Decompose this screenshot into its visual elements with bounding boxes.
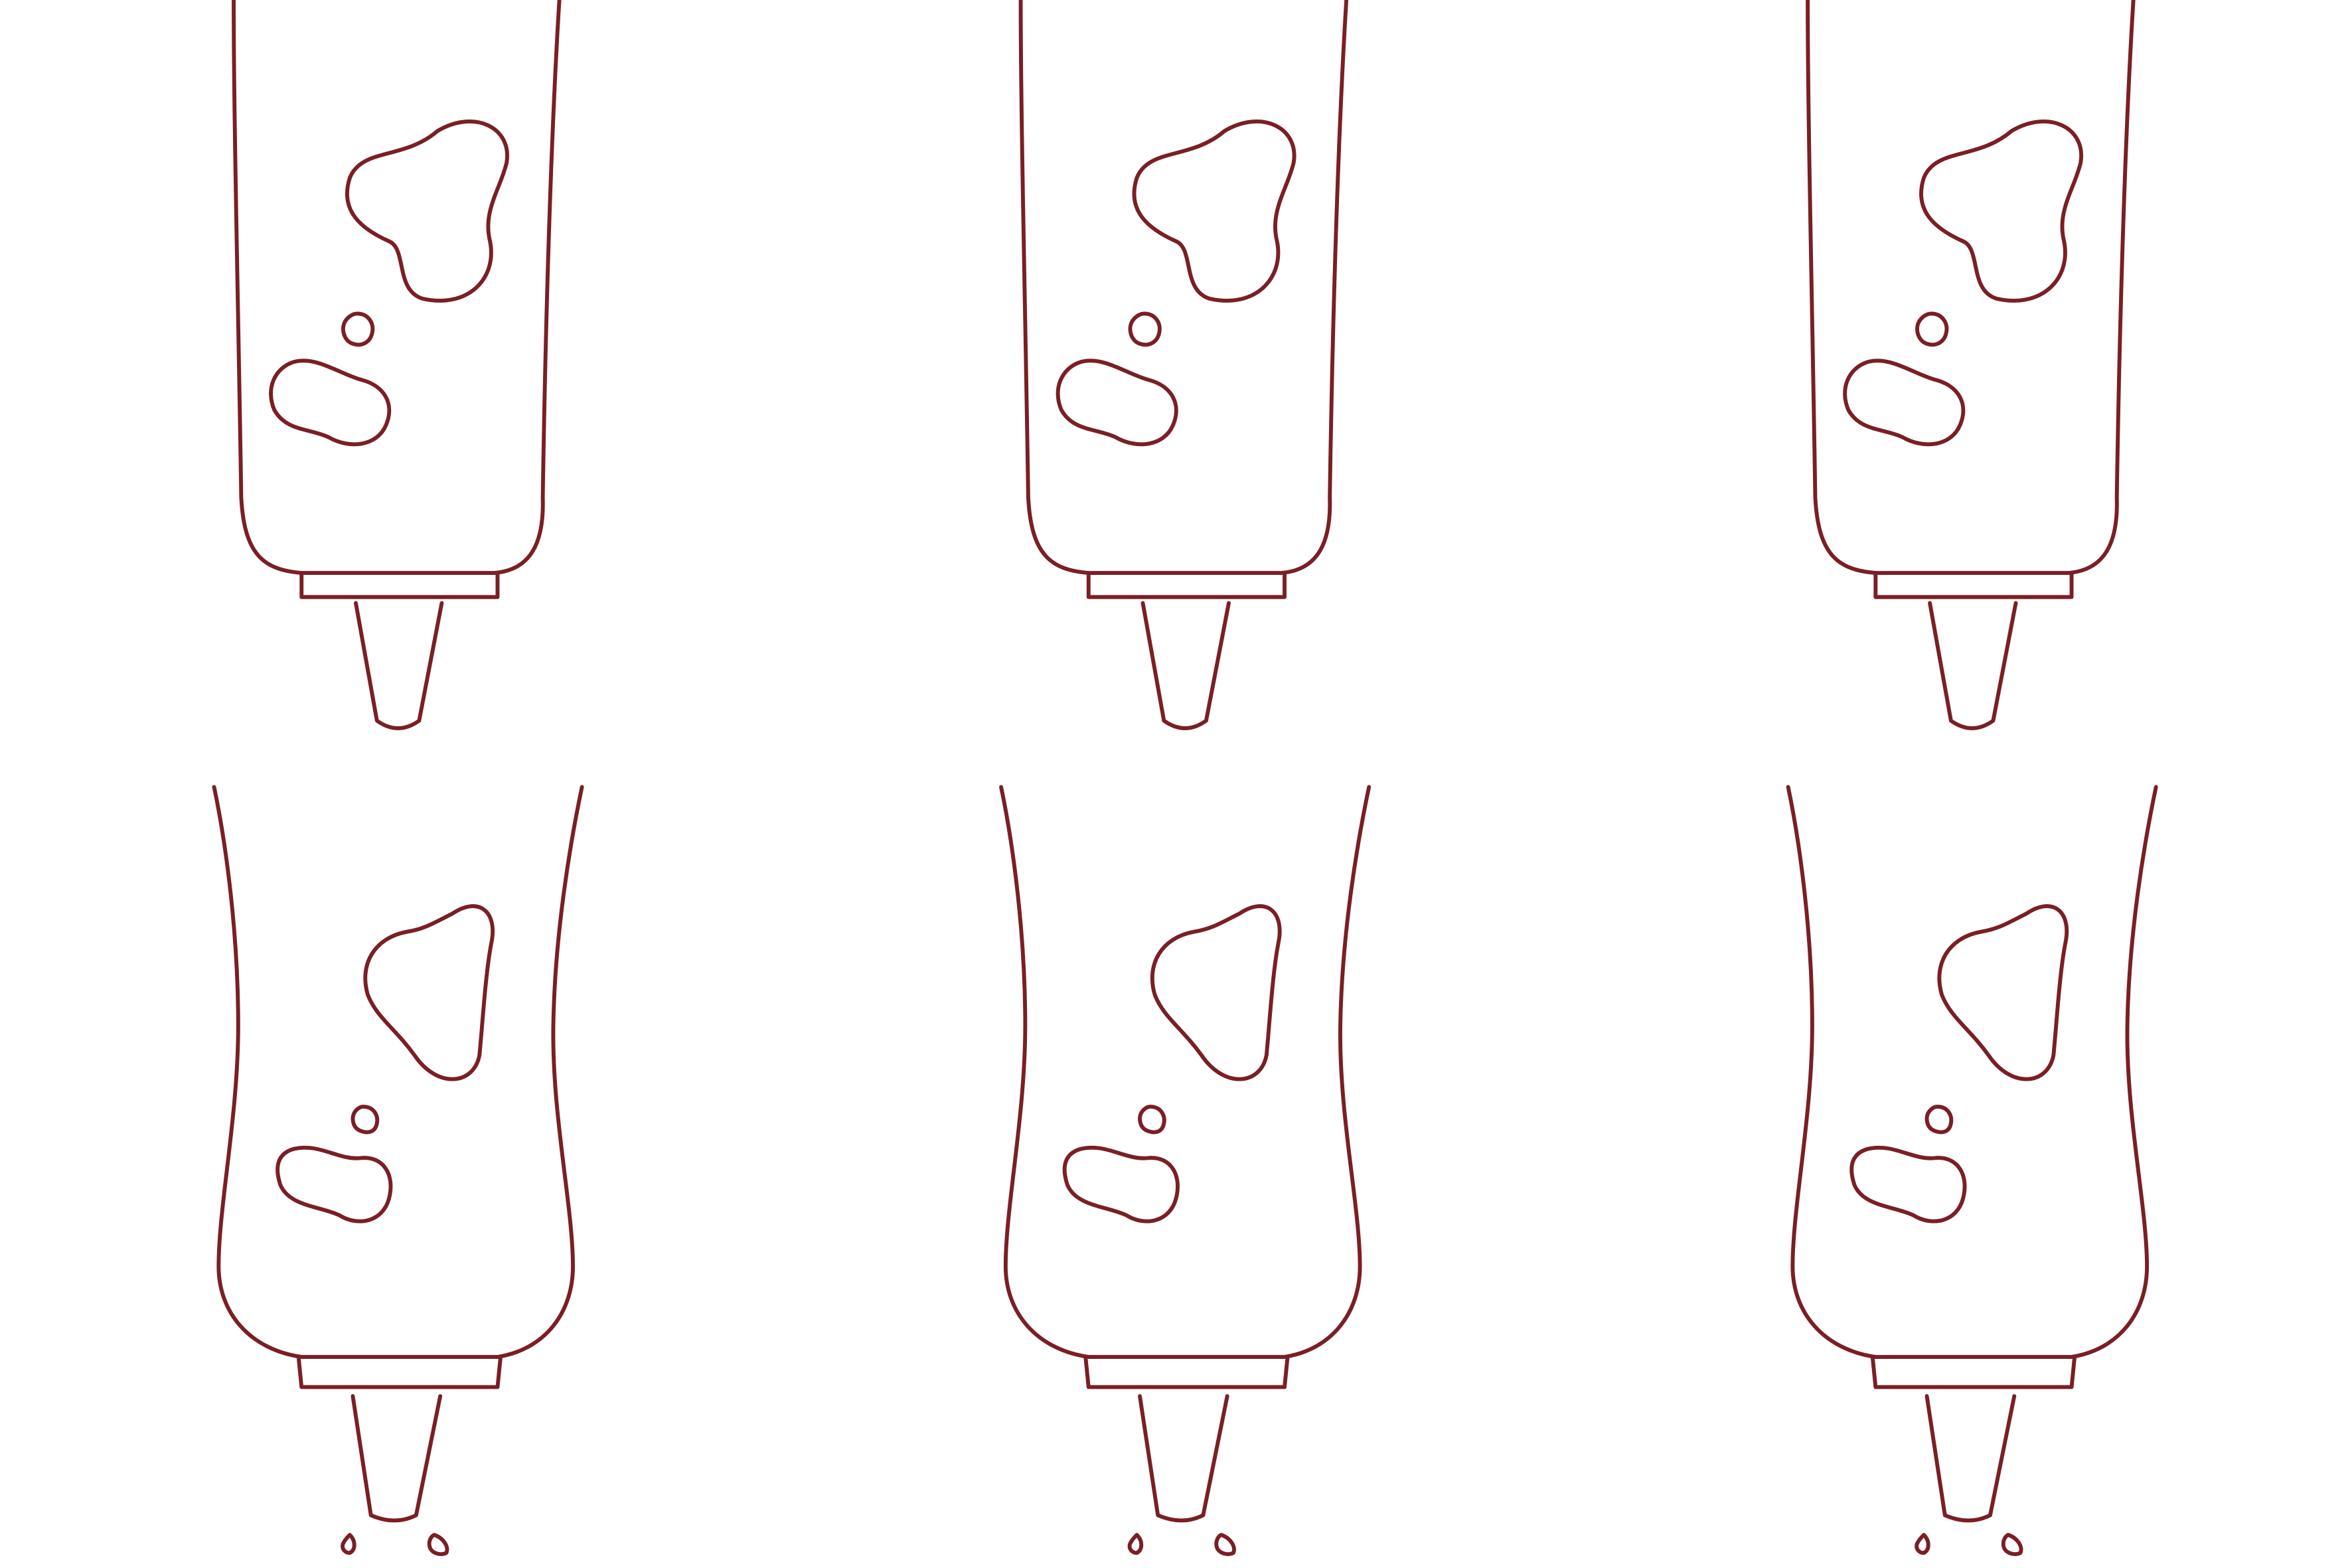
- medium-spot-outline: [1843, 358, 1966, 447]
- frame-row1-col3: [1806, 0, 2136, 730]
- large-spot-outline: [1132, 119, 1296, 303]
- large-spot-outline: [363, 904, 495, 1081]
- bottle-cap-outline: [1873, 571, 2074, 599]
- small-spot-outline: [1915, 311, 1949, 347]
- small-spot-outline: [1128, 311, 1162, 347]
- bottle-nozzle-outline: [351, 1394, 443, 1523]
- frame-row2-col3: [1786, 785, 2158, 1557]
- bottle-nozzle-outline: [1140, 601, 1231, 730]
- frame-row2-col2: [999, 785, 1372, 1557]
- drop-left: [1127, 1533, 1144, 1555]
- bottle-nozzle-outline: [1928, 601, 2018, 730]
- medium-spot-outline: [1056, 358, 1178, 447]
- bottle-nozzle-outline: [1138, 1394, 1229, 1523]
- drop-left: [1915, 1533, 1930, 1555]
- small-spot-outline: [341, 311, 375, 347]
- large-spot-outline: [1150, 904, 1282, 1081]
- bottle-cap-outline: [1870, 1355, 2077, 1389]
- small-spot-outline: [1924, 1105, 1954, 1135]
- medium-spot-outline: [1062, 1145, 1180, 1223]
- bottle-nozzle-outline: [354, 601, 444, 730]
- small-spot-outline: [1138, 1105, 1166, 1135]
- frames-layer: [212, 0, 2158, 1557]
- large-spot-outline: [345, 119, 510, 303]
- bottle-cap-outline: [296, 1355, 503, 1389]
- bottle-body-outline: [212, 785, 584, 1359]
- frame-row2-col1: [212, 785, 584, 1557]
- drop-right: [2001, 1533, 2023, 1557]
- drop-right: [427, 1533, 449, 1557]
- small-spot-outline: [351, 1105, 380, 1135]
- medium-spot-outline: [269, 358, 392, 447]
- medium-spot-outline: [1849, 1145, 1967, 1223]
- bottle-cap-outline: [299, 571, 500, 599]
- bottle-body-outline: [1786, 785, 2158, 1359]
- large-spot-outline: [1937, 904, 2069, 1081]
- drop-right: [1214, 1533, 1236, 1557]
- large-spot-outline: [1919, 119, 2084, 303]
- bottle-body-outline: [999, 785, 1372, 1359]
- medium-spot-outline: [275, 1145, 393, 1223]
- bottle-nozzle-outline: [1924, 1394, 2017, 1523]
- drop-left: [341, 1533, 356, 1555]
- frame-row1-col1: [232, 0, 562, 730]
- frame-row1-col2: [1018, 0, 1349, 730]
- bottle-cap-outline: [1083, 1355, 1290, 1389]
- bottle-cap-outline: [1086, 571, 1287, 599]
